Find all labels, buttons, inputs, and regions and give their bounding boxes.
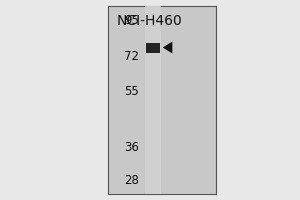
Text: 36: 36 [124,141,139,154]
Text: 72: 72 [124,50,139,63]
Bar [108,6,216,194]
Text: NCI-H460: NCI-H460 [117,14,183,28]
Text: 95: 95 [124,14,139,26]
Bar [146,43,160,53]
Polygon shape [163,42,172,54]
Text: 55: 55 [124,85,139,98]
Bar [145,6,161,194]
Text: 28: 28 [124,173,139,186]
